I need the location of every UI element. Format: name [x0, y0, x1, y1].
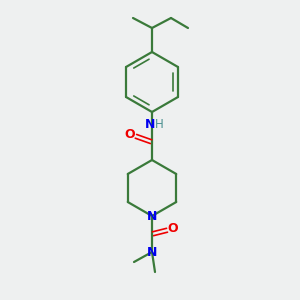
Text: N: N — [147, 209, 157, 223]
Text: N: N — [145, 118, 155, 131]
Text: H: H — [154, 118, 164, 131]
Text: N: N — [147, 245, 157, 259]
Text: O: O — [168, 223, 178, 236]
Text: O: O — [125, 128, 135, 142]
